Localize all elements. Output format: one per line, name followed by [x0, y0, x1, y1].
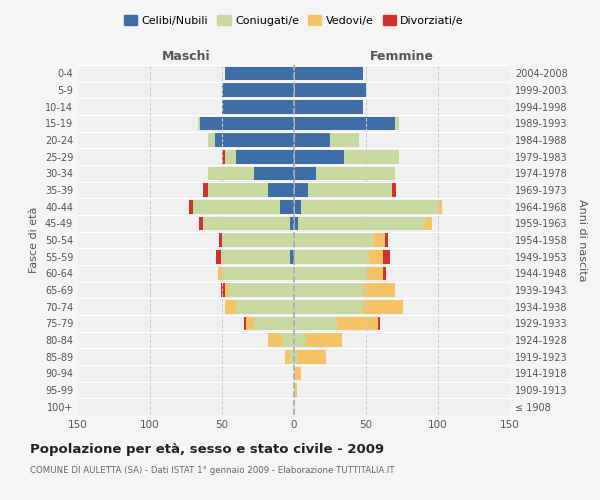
Bar [392, 183, 396, 197]
Bar [203, 216, 290, 230]
Bar [316, 166, 395, 180]
Bar [297, 350, 326, 364]
Bar [229, 283, 294, 297]
Bar [294, 166, 316, 180]
Bar [221, 283, 225, 297]
Bar [236, 300, 294, 314]
Bar [286, 350, 290, 364]
Bar [290, 350, 294, 364]
Bar [254, 316, 294, 330]
Bar [225, 66, 294, 80]
Bar [366, 266, 383, 280]
Bar [294, 200, 301, 213]
Bar [208, 183, 268, 197]
Bar [383, 266, 386, 280]
Bar [301, 200, 438, 213]
Bar [216, 250, 221, 264]
Bar [280, 200, 294, 213]
Bar [330, 133, 359, 147]
Bar [385, 233, 388, 247]
Bar [298, 216, 425, 230]
Bar [236, 150, 294, 164]
Bar [200, 116, 294, 130]
Bar [294, 300, 363, 314]
Bar [244, 316, 247, 330]
Bar [305, 333, 341, 347]
Bar [294, 366, 301, 380]
Bar [294, 133, 330, 147]
Bar [222, 150, 225, 164]
Text: Femmine: Femmine [370, 50, 434, 62]
Bar [221, 250, 290, 264]
Bar [294, 116, 395, 130]
Bar [369, 250, 383, 264]
Bar [377, 316, 380, 330]
Bar [294, 250, 369, 264]
Text: COMUNE DI AULETTA (SA) - Dati ISTAT 1° gennaio 2009 - Elaborazione TUTTITALIA.IT: COMUNE DI AULETTA (SA) - Dati ISTAT 1° g… [30, 466, 395, 475]
Bar [222, 266, 294, 280]
Bar [222, 233, 294, 247]
Bar [294, 350, 297, 364]
Bar [294, 83, 366, 97]
Bar [294, 183, 308, 197]
Bar [225, 300, 236, 314]
Bar [294, 283, 363, 297]
Bar [363, 283, 395, 297]
Bar [294, 233, 373, 247]
Bar [294, 316, 337, 330]
Bar [268, 183, 294, 197]
Bar [193, 200, 280, 213]
Bar [294, 100, 363, 114]
Bar [219, 233, 222, 247]
Bar [373, 233, 385, 247]
Bar [294, 66, 363, 80]
Bar [337, 316, 377, 330]
Bar [290, 216, 294, 230]
Y-axis label: Fasce di età: Fasce di età [29, 207, 39, 273]
Bar [344, 150, 399, 164]
Bar [222, 83, 294, 97]
Bar [218, 266, 222, 280]
Bar [294, 383, 297, 397]
Bar [254, 166, 294, 180]
Bar [208, 133, 215, 147]
Bar [197, 116, 200, 130]
Bar [203, 183, 208, 197]
Bar [383, 250, 391, 264]
Bar [225, 283, 229, 297]
Bar [294, 266, 366, 280]
Bar [283, 333, 294, 347]
Text: Popolazione per età, sesso e stato civile - 2009: Popolazione per età, sesso e stato civil… [30, 442, 384, 456]
Bar [395, 116, 399, 130]
Bar [290, 250, 294, 264]
Bar [294, 216, 298, 230]
Bar [247, 316, 254, 330]
Legend: Celibi/Nubili, Coniugati/e, Vedovi/e, Divorziati/e: Celibi/Nubili, Coniugati/e, Vedovi/e, Di… [119, 10, 469, 30]
Bar [363, 300, 403, 314]
Bar [199, 216, 203, 230]
Bar [208, 166, 254, 180]
Text: Maschi: Maschi [161, 50, 211, 62]
Bar [222, 100, 294, 114]
Y-axis label: Anni di nascita: Anni di nascita [577, 198, 587, 281]
Bar [438, 200, 442, 213]
Bar [225, 150, 236, 164]
Bar [268, 333, 283, 347]
Bar [308, 183, 392, 197]
Bar [215, 133, 294, 147]
Bar [294, 333, 305, 347]
Bar [189, 200, 193, 213]
Bar [425, 216, 432, 230]
Bar [294, 150, 344, 164]
